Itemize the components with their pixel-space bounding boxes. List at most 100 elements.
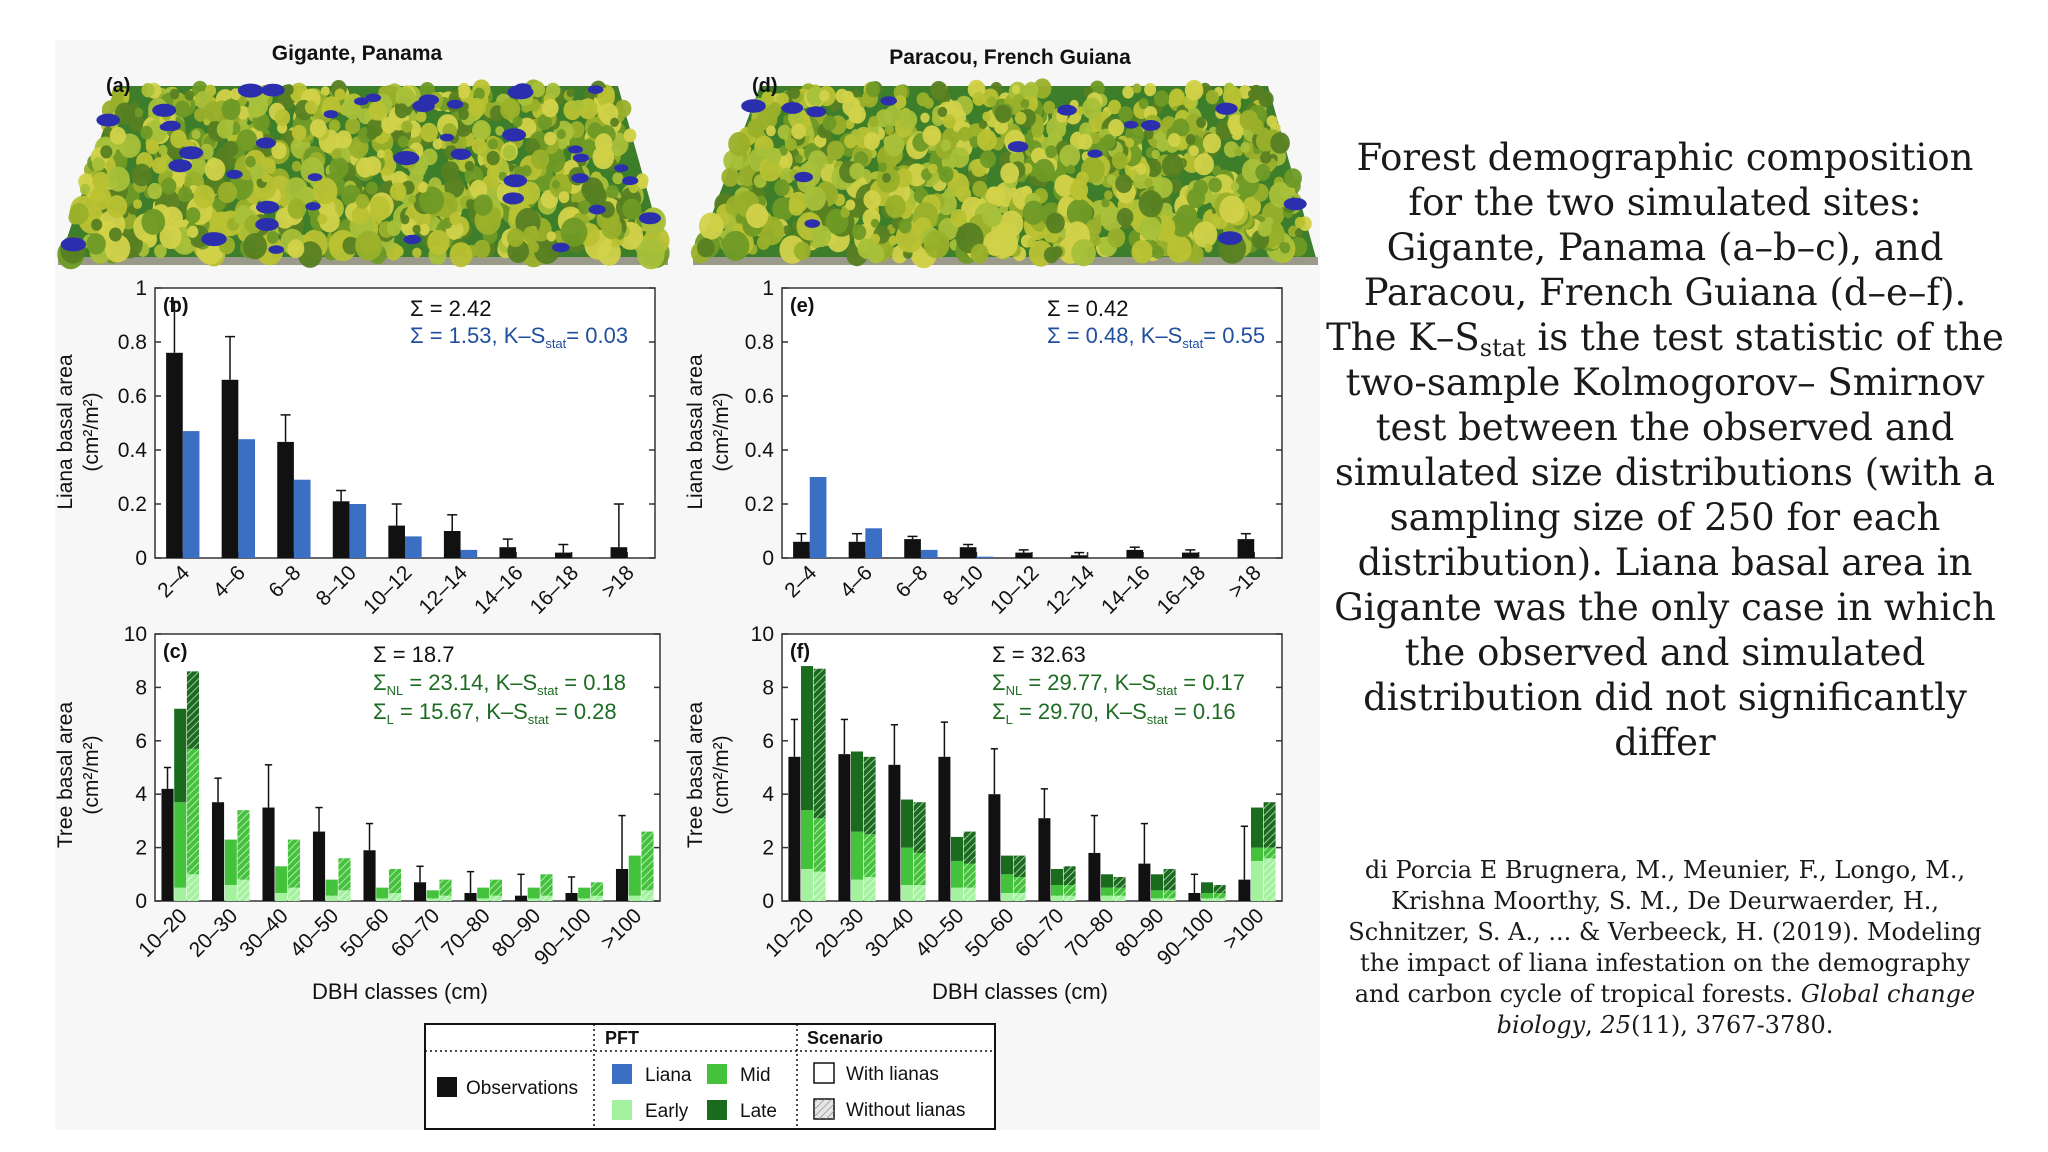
tree-crown (1205, 89, 1219, 105)
tree-crown (938, 166, 954, 183)
bar-hatch (1113, 895, 1126, 901)
annotation-subscript: stat (545, 336, 566, 351)
annotation-subscript: NL (387, 683, 404, 698)
annotation-part: Σ (992, 699, 1006, 724)
tree-crown (329, 234, 343, 249)
bar-observed (1126, 549, 1144, 558)
tree-crown (449, 212, 462, 226)
bar-hatch (1013, 876, 1026, 893)
annotation-part: Σ (373, 699, 387, 724)
tree-crown (194, 108, 207, 122)
annotation-sum-simulated: Σ = 0.48, K–Sstat= 0.55 (1047, 323, 1265, 351)
tree-crown (1118, 106, 1133, 122)
liana-crown (305, 202, 321, 211)
annotation-subscript: stat (1182, 336, 1203, 351)
tree-crown (1166, 235, 1192, 263)
tree-crown (1033, 158, 1055, 183)
tree-crown (1051, 246, 1063, 259)
tree-crown (597, 87, 615, 108)
bar-with-lianas-mid (1101, 887, 1113, 896)
bar-with-lianas-late (174, 708, 187, 803)
panel-d-title: Paracou, French Guiana (889, 46, 1131, 69)
bar-with-lianas-early (1051, 895, 1063, 901)
tree-crown (1082, 97, 1102, 120)
tree-crown (309, 119, 327, 138)
tree-crown (247, 101, 263, 118)
tree-crown (133, 199, 143, 210)
bar-observed (555, 552, 572, 558)
tree-crown (922, 125, 942, 146)
bar-hatch (1163, 868, 1176, 891)
tree-crown (698, 212, 724, 240)
tree-crown (169, 88, 180, 100)
bar-with-lianas-late (1201, 882, 1213, 893)
bar-observed (514, 895, 528, 901)
annotation-part: = 0.03 (566, 323, 628, 348)
tree-crown (400, 214, 410, 225)
tree-ylabel-line2: (cm²/m²) (80, 735, 103, 814)
bar-hatch (913, 852, 926, 885)
annotation-sum-observed: Σ = 18.7 (373, 642, 455, 667)
tree-crown (1168, 88, 1185, 107)
tree-crown (882, 172, 891, 183)
bar-with-lianas-early (628, 895, 641, 901)
tree-crown (1045, 212, 1065, 234)
legend-observations: Observations (466, 1078, 578, 1099)
liana-crown (1087, 149, 1103, 158)
tree-crown (1255, 164, 1271, 181)
bar-with-lianas-mid (1001, 874, 1013, 893)
tree-crown (766, 125, 776, 137)
liana-crown (622, 176, 639, 186)
panel-letter: (b) (163, 295, 189, 317)
forest-ground (58, 257, 668, 265)
panel-d-letter: (d) (752, 75, 778, 97)
tree-crown (68, 210, 82, 225)
tree-crown (942, 114, 956, 129)
bar-observed (277, 441, 294, 558)
tree-crown (111, 87, 125, 102)
tree-crown (774, 179, 790, 197)
forest-render-gigante (57, 79, 670, 270)
bar-hatch (863, 834, 876, 877)
tree-crown (86, 233, 106, 255)
bar-hatch (1113, 876, 1126, 888)
tree-crown (291, 124, 307, 141)
liana-crown (568, 145, 583, 154)
bar-with-lianas-late (901, 799, 913, 848)
tree-crown (899, 110, 918, 130)
tree-crown (407, 194, 417, 204)
bar-hatch (1013, 855, 1026, 877)
tree-crown (804, 186, 816, 198)
tree-crown (109, 100, 118, 110)
tree-crown (131, 163, 152, 187)
liana-crown (572, 153, 590, 163)
bar-hatch (540, 895, 553, 901)
liana-ylabel-line1: Liana basal area (684, 354, 707, 510)
tree-crown (472, 120, 491, 141)
tree-crown (1184, 79, 1204, 101)
y-tick-label: 8 (135, 676, 147, 699)
tree-crown (728, 132, 750, 156)
tree-crown (1175, 204, 1198, 229)
bar-hatch (590, 895, 604, 901)
tree-crown (970, 243, 989, 264)
tree-crown (223, 140, 239, 158)
bar-hatch (388, 892, 402, 901)
tree-crown (355, 230, 383, 261)
tree-crown (1240, 141, 1251, 153)
bar-hatch (287, 839, 301, 888)
tree-crown (187, 225, 199, 238)
tree-crown (844, 134, 858, 149)
tree-crown (216, 120, 234, 139)
tree-crown (401, 120, 413, 133)
annotation-sum-no-lianas: ΣNL = 29.77, K–Sstat = 0.17 (992, 670, 1245, 698)
bar-simulated-liana (405, 536, 422, 558)
bar-observed (848, 541, 866, 558)
tree-crown (141, 83, 155, 98)
bar-with-lianas-mid (951, 860, 963, 888)
tree-ylabel-right: Tree basal area (cm²/m²) (684, 702, 733, 849)
citation-text-2: (11), 3767-3780. (1630, 1011, 1834, 1039)
bar-hatch (338, 858, 351, 891)
annotation-part: Σ = 1.53, K–S (410, 323, 545, 348)
annotation-part: = 0.55 (1203, 323, 1265, 348)
